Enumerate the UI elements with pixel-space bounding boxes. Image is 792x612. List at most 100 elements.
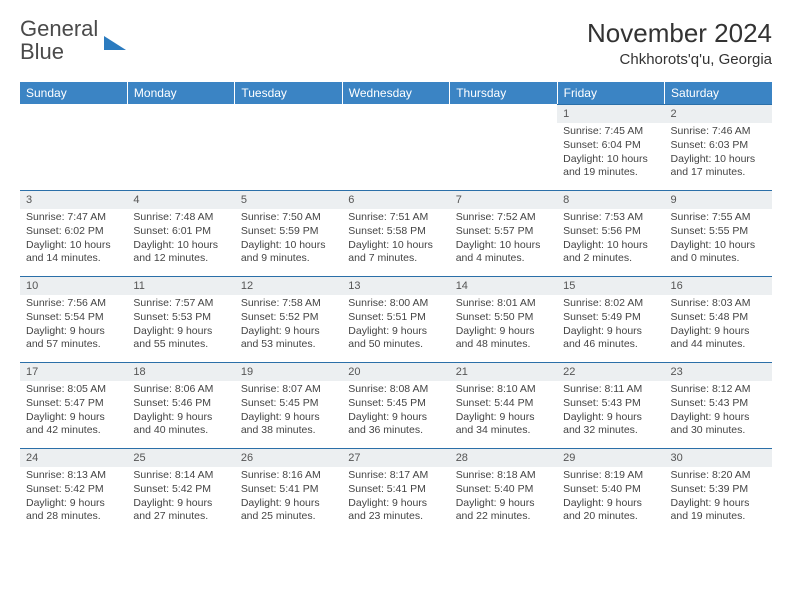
- sunset-line: Sunset: 6:04 PM: [563, 139, 658, 153]
- sunrise-line: Sunrise: 8:07 AM: [241, 383, 336, 397]
- daylight-line-2: and 19 minutes.: [671, 510, 766, 524]
- day-number: 9: [665, 190, 772, 209]
- daylight-line: Daylight: 10 hours: [563, 153, 658, 167]
- day-body: Sunrise: 8:18 AMSunset: 5:40 PMDaylight:…: [450, 467, 557, 528]
- calendar-cell: 16Sunrise: 8:03 AMSunset: 5:48 PMDayligh…: [665, 276, 772, 362]
- sunset-line: Sunset: 5:47 PM: [26, 397, 121, 411]
- calendar-cell: 5Sunrise: 7:50 AMSunset: 5:59 PMDaylight…: [235, 190, 342, 276]
- daylight-line-2: and 30 minutes.: [671, 424, 766, 438]
- calendar-cell: [342, 104, 449, 190]
- day-body: Sunrise: 8:02 AMSunset: 5:49 PMDaylight:…: [557, 295, 664, 356]
- calendar-cell: 9Sunrise: 7:55 AMSunset: 5:55 PMDaylight…: [665, 190, 772, 276]
- day-number: 25: [127, 448, 234, 467]
- sunset-line: Sunset: 5:55 PM: [671, 225, 766, 239]
- sunrise-line: Sunrise: 7:50 AM: [241, 211, 336, 225]
- calendar-table: SundayMondayTuesdayWednesdayThursdayFrid…: [20, 82, 772, 534]
- day-body: Sunrise: 8:19 AMSunset: 5:40 PMDaylight:…: [557, 467, 664, 528]
- sunset-line: Sunset: 5:46 PM: [133, 397, 228, 411]
- sunrise-line: Sunrise: 8:18 AM: [456, 469, 551, 483]
- calendar-cell: 24Sunrise: 8:13 AMSunset: 5:42 PMDayligh…: [20, 448, 127, 534]
- day-body: Sunrise: 8:20 AMSunset: 5:39 PMDaylight:…: [665, 467, 772, 528]
- sunrise-line: Sunrise: 8:17 AM: [348, 469, 443, 483]
- day-number: 12: [235, 276, 342, 295]
- sunset-line: Sunset: 5:45 PM: [241, 397, 336, 411]
- daylight-line: Daylight: 10 hours: [671, 153, 766, 167]
- day-number: 4: [127, 190, 234, 209]
- calendar-cell: 6Sunrise: 7:51 AMSunset: 5:58 PMDaylight…: [342, 190, 449, 276]
- day-number: 11: [127, 276, 234, 295]
- day-body: Sunrise: 7:45 AMSunset: 6:04 PMDaylight:…: [557, 123, 664, 184]
- calendar-cell: 30Sunrise: 8:20 AMSunset: 5:39 PMDayligh…: [665, 448, 772, 534]
- day-body: Sunrise: 8:07 AMSunset: 5:45 PMDaylight:…: [235, 381, 342, 442]
- day-body: Sunrise: 8:16 AMSunset: 5:41 PMDaylight:…: [235, 467, 342, 528]
- daylight-line: Daylight: 9 hours: [26, 497, 121, 511]
- logo: General Blue: [20, 18, 126, 64]
- day-number: 13: [342, 276, 449, 295]
- daylight-line-2: and 20 minutes.: [563, 510, 658, 524]
- daylight-line-2: and 34 minutes.: [456, 424, 551, 438]
- daylight-line: Daylight: 10 hours: [671, 239, 766, 253]
- daylight-line-2: and 12 minutes.: [133, 252, 228, 266]
- calendar-cell: 29Sunrise: 8:19 AMSunset: 5:40 PMDayligh…: [557, 448, 664, 534]
- sunrise-line: Sunrise: 7:47 AM: [26, 211, 121, 225]
- calendar-week: 17Sunrise: 8:05 AMSunset: 5:47 PMDayligh…: [20, 362, 772, 448]
- day-body: Sunrise: 8:01 AMSunset: 5:50 PMDaylight:…: [450, 295, 557, 356]
- day-header: Wednesday: [342, 82, 449, 104]
- sunset-line: Sunset: 5:39 PM: [671, 483, 766, 497]
- calendar-cell: 19Sunrise: 8:07 AMSunset: 5:45 PMDayligh…: [235, 362, 342, 448]
- day-body: Sunrise: 7:52 AMSunset: 5:57 PMDaylight:…: [450, 209, 557, 270]
- day-body: Sunrise: 7:47 AMSunset: 6:02 PMDaylight:…: [20, 209, 127, 270]
- sunrise-line: Sunrise: 8:10 AM: [456, 383, 551, 397]
- day-header: Sunday: [20, 82, 127, 104]
- daylight-line: Daylight: 9 hours: [241, 411, 336, 425]
- sunset-line: Sunset: 5:41 PM: [348, 483, 443, 497]
- day-body: Sunrise: 8:00 AMSunset: 5:51 PMDaylight:…: [342, 295, 449, 356]
- month-title: November 2024: [587, 18, 772, 49]
- daylight-line: Daylight: 10 hours: [133, 239, 228, 253]
- sunrise-line: Sunrise: 8:06 AM: [133, 383, 228, 397]
- daylight-line-2: and 19 minutes.: [563, 166, 658, 180]
- daylight-line: Daylight: 9 hours: [563, 497, 658, 511]
- daylight-line-2: and 17 minutes.: [671, 166, 766, 180]
- daylight-line: Daylight: 10 hours: [348, 239, 443, 253]
- daylight-line-2: and 40 minutes.: [133, 424, 228, 438]
- day-body: Sunrise: 7:46 AMSunset: 6:03 PMDaylight:…: [665, 123, 772, 184]
- sunrise-line: Sunrise: 8:14 AM: [133, 469, 228, 483]
- day-body: Sunrise: 8:06 AMSunset: 5:46 PMDaylight:…: [127, 381, 234, 442]
- daylight-line: Daylight: 9 hours: [671, 411, 766, 425]
- calendar-week: 10Sunrise: 7:56 AMSunset: 5:54 PMDayligh…: [20, 276, 772, 362]
- daylight-line-2: and 25 minutes.: [241, 510, 336, 524]
- daylight-line: Daylight: 9 hours: [671, 325, 766, 339]
- sunset-line: Sunset: 5:49 PM: [563, 311, 658, 325]
- calendar-cell: [450, 104, 557, 190]
- sunset-line: Sunset: 5:41 PM: [241, 483, 336, 497]
- day-number: 15: [557, 276, 664, 295]
- calendar-cell: 17Sunrise: 8:05 AMSunset: 5:47 PMDayligh…: [20, 362, 127, 448]
- calendar-cell: 2Sunrise: 7:46 AMSunset: 6:03 PMDaylight…: [665, 104, 772, 190]
- day-body: Sunrise: 8:14 AMSunset: 5:42 PMDaylight:…: [127, 467, 234, 528]
- daylight-line-2: and 22 minutes.: [456, 510, 551, 524]
- day-number: 2: [665, 104, 772, 123]
- calendar-cell: 14Sunrise: 8:01 AMSunset: 5:50 PMDayligh…: [450, 276, 557, 362]
- day-number: 21: [450, 362, 557, 381]
- sunrise-line: Sunrise: 7:48 AM: [133, 211, 228, 225]
- day-body: Sunrise: 8:05 AMSunset: 5:47 PMDaylight:…: [20, 381, 127, 442]
- location: Chkhorots'q'u, Georgia: [587, 51, 772, 68]
- sunset-line: Sunset: 5:44 PM: [456, 397, 551, 411]
- day-number: 7: [450, 190, 557, 209]
- daylight-line-2: and 42 minutes.: [26, 424, 121, 438]
- sunset-line: Sunset: 5:43 PM: [563, 397, 658, 411]
- daylight-line: Daylight: 9 hours: [26, 325, 121, 339]
- sunrise-line: Sunrise: 8:16 AM: [241, 469, 336, 483]
- sunset-line: Sunset: 5:54 PM: [26, 311, 121, 325]
- daylight-line: Daylight: 9 hours: [348, 497, 443, 511]
- daylight-line: Daylight: 9 hours: [456, 325, 551, 339]
- calendar-head: SundayMondayTuesdayWednesdayThursdayFrid…: [20, 82, 772, 104]
- daylight-line-2: and 53 minutes.: [241, 338, 336, 352]
- sunrise-line: Sunrise: 7:45 AM: [563, 125, 658, 139]
- sunset-line: Sunset: 6:01 PM: [133, 225, 228, 239]
- day-number: 22: [557, 362, 664, 381]
- sunset-line: Sunset: 5:45 PM: [348, 397, 443, 411]
- calendar-cell: 27Sunrise: 8:17 AMSunset: 5:41 PMDayligh…: [342, 448, 449, 534]
- calendar-cell: [127, 104, 234, 190]
